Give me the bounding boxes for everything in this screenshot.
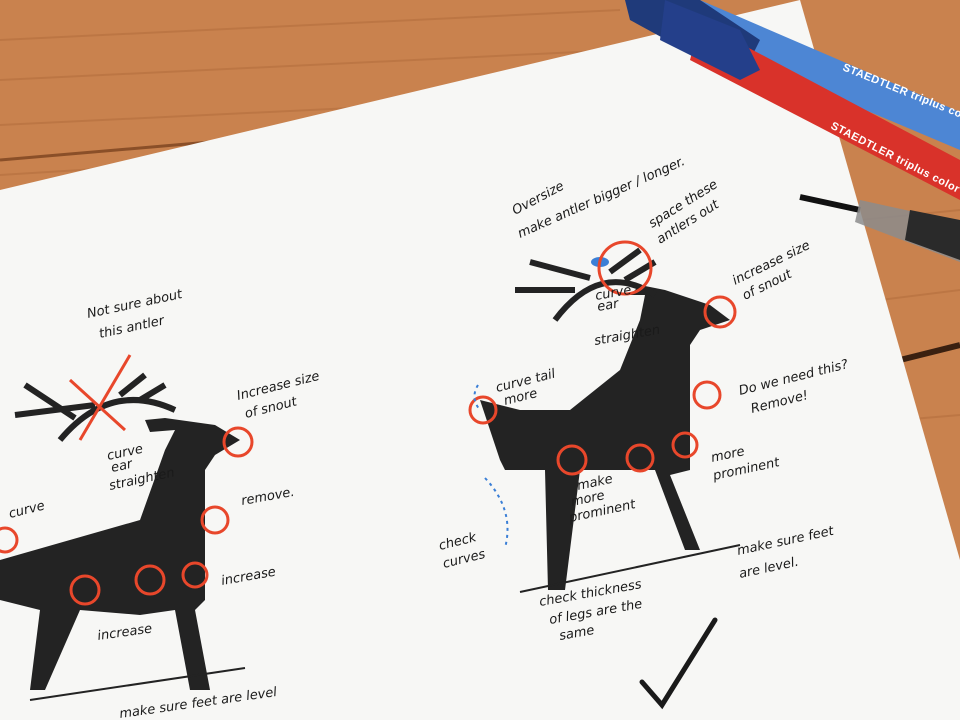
- right-tail-blue-dashes: [473, 384, 481, 411]
- right-belly-circle: [556, 444, 588, 476]
- right-deer-sketch: [468, 240, 741, 710]
- left-deer-antler: [14, 372, 177, 442]
- check-mark: [639, 617, 718, 710]
- left-antler-cross-1: [68, 378, 127, 432]
- left-ear-note-2: ear: [110, 456, 136, 475]
- left-tail-circle: [0, 526, 19, 554]
- right-ear-note-2: ear: [596, 296, 621, 315]
- right-ground-line: [519, 544, 741, 593]
- right-make-note-1: make: [576, 472, 614, 494]
- left-deer-body: [0, 418, 240, 690]
- table-seam-right: [899, 342, 960, 363]
- left-leg-circle-2: [134, 564, 166, 596]
- right-legs-note-3: same: [558, 623, 595, 644]
- left-ear-note-1: curve: [106, 442, 145, 464]
- left-deer-sketch: [0, 354, 254, 701]
- right-deer-body: [480, 285, 730, 590]
- left-antler-cross-2: [78, 354, 132, 441]
- left-snout-circle: [222, 426, 254, 458]
- right-snout-circle: [703, 295, 737, 329]
- right-make-note-2: more: [570, 488, 606, 510]
- right-antler-circle: [597, 240, 653, 296]
- right-curve-blue-dashes: [484, 477, 509, 549]
- right-chest-circle: [692, 380, 722, 410]
- right-tail-circle: [468, 395, 498, 425]
- right-leg-circle-2: [671, 431, 699, 459]
- left-chest-circle: [200, 505, 230, 535]
- right-leg-circle-1: [625, 443, 655, 473]
- left-leg-circle-1: [181, 561, 209, 589]
- left-ground-line: [29, 667, 246, 701]
- right-prominent-note-1: more: [710, 444, 746, 466]
- left-leg-circle-3: [69, 574, 101, 606]
- right-ear-note-1: curve: [594, 283, 632, 304]
- fineliner-pen: [799, 194, 960, 262]
